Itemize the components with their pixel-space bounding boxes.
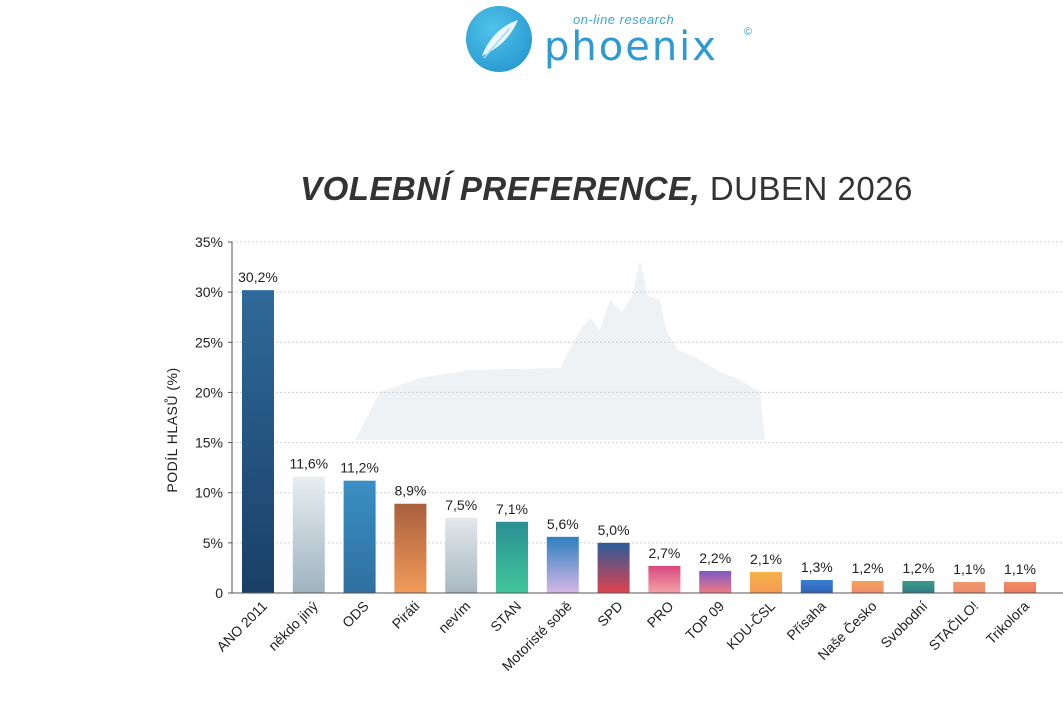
grid <box>232 241 1063 544</box>
value-label: 1,2% <box>852 560 884 576</box>
chart-title-bold: VOLEBNÍ PREFERENCE, <box>300 170 701 207</box>
value-label: 2,7% <box>648 545 680 561</box>
y-tick-label: 25% <box>195 334 223 350</box>
feather-icon <box>466 6 532 72</box>
value-label: 7,1% <box>496 501 528 517</box>
x-tick-label: STAČILO! <box>926 598 982 654</box>
value-label: 1,3% <box>801 559 833 575</box>
chart-title: VOLEBNÍ PREFERENCE, DUBEN 2026 <box>0 170 1063 208</box>
y-tick-label: 15% <box>195 435 223 451</box>
y-axis-ticks: 0 5% 10% 15% 20% 25% 30% 35% <box>195 234 233 601</box>
y-tick-label: 0 <box>215 585 223 601</box>
value-labels: 30,2% 11,6% 11,2% 8,9% 7,5% 7,1% 5,6% 5,0% 2,7% 2… <box>238 269 1036 577</box>
x-tick-label: KDU-ČSL <box>723 598 778 653</box>
bars <box>242 290 1036 593</box>
skyline-watermark <box>355 260 765 440</box>
x-tick-label: PRO <box>644 598 677 631</box>
value-label: 8,9% <box>394 483 426 499</box>
y-tick-label: 20% <box>195 384 223 400</box>
value-label: 11,2% <box>340 460 379 476</box>
bar-nev-m <box>445 517 478 593</box>
bar-kdu-sl <box>750 571 782 593</box>
bar-ano-2011 <box>242 290 274 593</box>
value-label: 30,2% <box>238 269 278 285</box>
y-tick-label: 35% <box>195 234 223 250</box>
x-tick-label: STAN <box>487 598 524 635</box>
bar-pro <box>648 565 681 593</box>
x-tick-label: Svobodní <box>877 598 930 651</box>
x-tick-label: ODS <box>339 598 372 631</box>
bar-pir-ti <box>394 503 427 593</box>
value-label: 1,2% <box>902 560 934 576</box>
value-label: 2,1% <box>750 551 782 567</box>
logo-tagline: on-line research <box>573 12 675 27</box>
bar-motorist-sob- <box>546 536 579 593</box>
x-tick-label: Přísaha <box>783 598 829 644</box>
x-tick-label: nevím <box>435 598 473 636</box>
y-tick-label: 30% <box>195 284 223 300</box>
x-tick-label: TOP 09 <box>682 598 727 643</box>
value-label: 5,6% <box>547 516 579 532</box>
bar-trikolora <box>1004 581 1036 593</box>
bar-ods <box>343 480 376 593</box>
x-tick-label: ANO 2011 <box>213 598 270 655</box>
bar-na-e-esko <box>851 580 884 593</box>
x-tick-label: Piráti <box>389 598 423 632</box>
bar-svobodn- <box>902 580 935 593</box>
value-label: 7,5% <box>445 497 477 513</box>
y-tick-label: 10% <box>195 485 223 501</box>
value-label: 1,1% <box>1004 561 1036 577</box>
logo-copyright: © <box>744 26 753 38</box>
bar-n-kdo-jin- <box>292 476 325 593</box>
value-label: 11,6% <box>289 456 328 472</box>
phoenix-logo: on-line research phoenix © <box>466 4 766 74</box>
value-label: 5,0% <box>598 522 630 538</box>
y-tick-label: 5% <box>203 535 223 551</box>
logo-name: phoenix <box>544 24 718 70</box>
value-label: 2,2% <box>699 550 731 566</box>
value-label: 1,1% <box>953 561 985 577</box>
x-tick-label: Trikolora <box>983 598 1033 648</box>
x-tick-label: někdo jiný <box>265 598 321 654</box>
bar-sta-ilo- <box>953 581 986 593</box>
bar-spd <box>597 542 630 593</box>
bar-p-saha <box>800 579 833 593</box>
bar-stan <box>496 521 528 593</box>
bar-top-09 <box>699 570 732 593</box>
x-tick-label: SPD <box>594 598 626 630</box>
chart-title-date: DUBEN 2026 <box>709 170 913 207</box>
